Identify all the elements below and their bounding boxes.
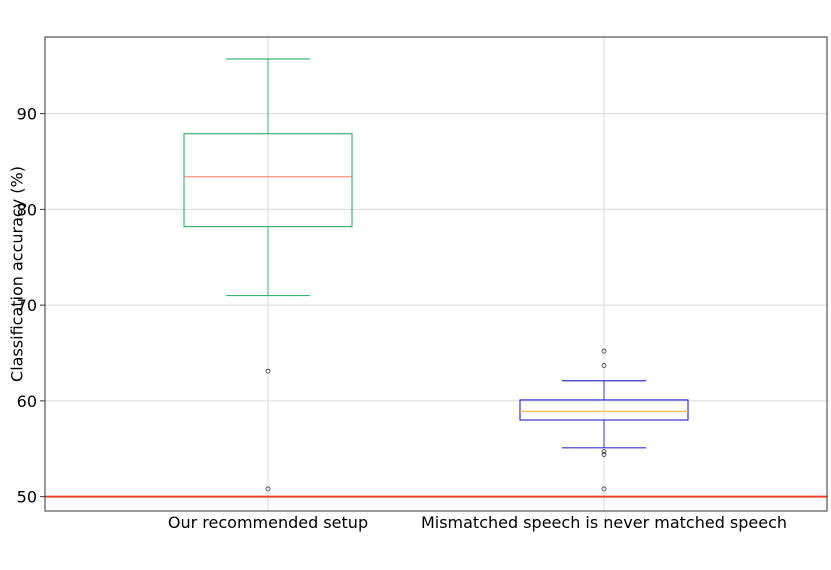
outlier-point	[265, 486, 271, 492]
iqr-box	[519, 399, 689, 421]
grid-lines	[45, 37, 827, 511]
y-tick-label: 70	[17, 296, 37, 315]
boxes-group	[183, 58, 689, 492]
outlier-point	[601, 486, 607, 492]
category-label: Our recommended setup	[168, 513, 368, 532]
y-tick-label: 50	[17, 488, 37, 507]
category-label: Mismatched speech is never matched speec…	[421, 513, 787, 532]
box-series	[519, 348, 689, 492]
y-ticks: 50 60 70 80 90	[17, 105, 45, 507]
outlier-point	[601, 452, 607, 457]
y-tick-label: 80	[17, 200, 37, 219]
y-tick-label: 90	[17, 105, 37, 124]
y-axis-label: Classification accuracy (%)	[8, 166, 27, 382]
category-labels: Our recommended setup Mismatched speech i…	[168, 513, 787, 532]
box-series	[183, 58, 353, 492]
plot-frame	[44, 36, 828, 512]
outlier-point	[601, 348, 607, 354]
outlier-point	[601, 449, 607, 455]
y-tick-label: 60	[17, 392, 37, 411]
outlier-point	[601, 363, 607, 368]
outlier-point	[265, 368, 271, 374]
iqr-box	[183, 133, 353, 228]
